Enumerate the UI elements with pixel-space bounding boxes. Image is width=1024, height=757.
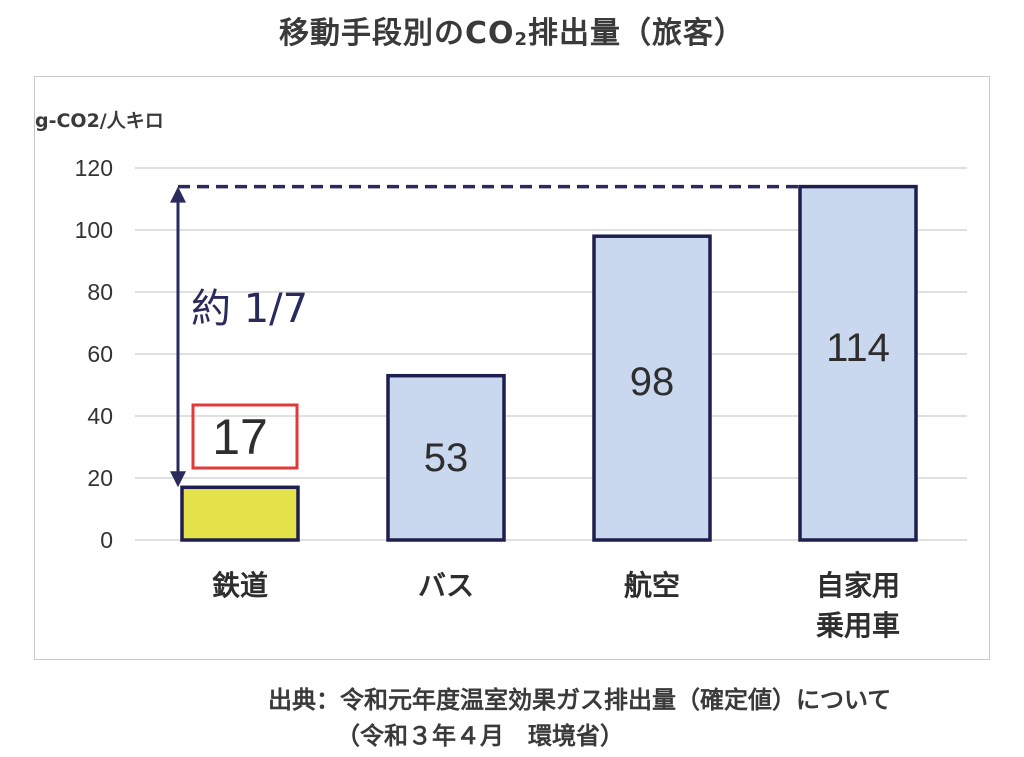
category-label: 鉄道 <box>212 569 268 602</box>
category-label: 自家用 <box>816 569 900 602</box>
y-tick-label: 60 <box>87 341 113 367</box>
source-line-2: （令和３年４月 環境省） <box>336 722 624 750</box>
title-tail-text: 排出量（旅客） <box>528 16 746 51</box>
value-label-4: 114 <box>826 326 890 370</box>
y-tick-label: 120 <box>75 155 113 181</box>
title-main-text: 移動手段別のCO <box>278 16 515 51</box>
title-subscript: 2 <box>514 29 529 50</box>
chart-frame: g-CO2/人キロ 0 20 40 60 80 100 120 17 53 98 114 約 1/7 鉄道… <box>34 76 990 660</box>
y-tick-label: 0 <box>100 527 113 553</box>
y-tick-label: 80 <box>87 279 113 305</box>
value-label-3: 98 <box>630 360 675 404</box>
y-axis-label: g-CO2/人キロ <box>35 110 164 132</box>
bar-chart: g-CO2/人キロ 0 20 40 60 80 100 120 17 53 98 114 約 1/7 鉄道… <box>35 110 967 642</box>
bar-2 <box>386 373 506 542</box>
category-label: 乗用車 <box>816 609 900 642</box>
value-label-2: 53 <box>424 436 469 480</box>
source-line-1: 出典：令和元年度温室効果ガス排出量（確定値）について <box>268 686 892 714</box>
ratio-arrow-head-up <box>170 186 186 203</box>
highlight-box <box>191 403 299 470</box>
category-label: バス <box>418 569 474 602</box>
bar-1 <box>180 485 300 542</box>
ratio-arrow-head-down <box>170 471 186 488</box>
bar-4 <box>798 184 918 542</box>
chart-title: 移動手段別のCO2排出量（旅客） <box>0 8 1024 52</box>
bar-3 <box>592 234 712 542</box>
category-label: 航空 <box>624 569 680 602</box>
value-label-1: 17 <box>212 409 268 465</box>
y-tick-label: 20 <box>87 465 113 491</box>
ratio-annotation: 約 1/7 <box>191 286 308 332</box>
y-tick-label: 100 <box>75 217 113 243</box>
y-tick-label: 40 <box>87 403 113 429</box>
